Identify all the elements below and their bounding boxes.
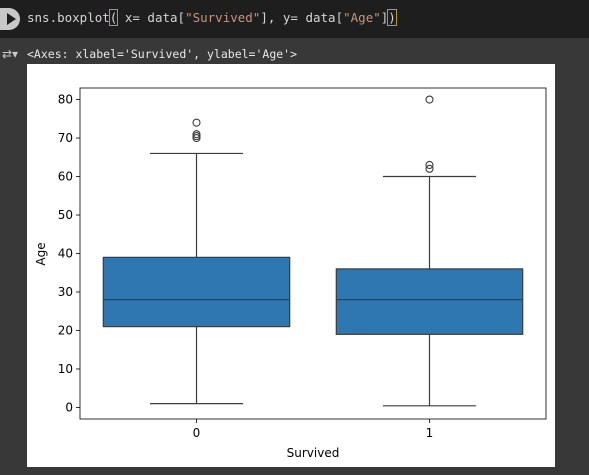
outlier-point: [192, 130, 201, 139]
y-tick-label: 60: [58, 170, 73, 184]
code-token: sns.boxplot: [27, 10, 110, 25]
code-token: ): [387, 9, 397, 26]
x-tick-label: 0: [193, 426, 201, 440]
y-tick-label: 30: [58, 285, 73, 299]
code-editor-line[interactable]: sns.boxplot( x= data["Survived"], y= dat…: [27, 9, 397, 26]
y-axis-label: Age: [34, 242, 48, 265]
code-token: (: [108, 9, 119, 26]
plot-area: [79, 87, 547, 420]
cell-output: ⇄▾ <Axes: xlabel='Survived', ylabel='Age…: [0, 38, 589, 475]
iqr-box: [335, 268, 524, 335]
code-token: "Survived": [185, 10, 261, 25]
y-tick-label: 50: [58, 208, 73, 222]
outlier-point: [192, 118, 201, 127]
iqr-box: [102, 256, 291, 328]
outlier-point: [425, 164, 434, 173]
y-tick-label: 0: [65, 400, 73, 414]
code-token: x= data[: [117, 10, 186, 25]
y-tick-label: 10: [58, 362, 73, 376]
code-token: ]: [380, 10, 389, 25]
y-tick-label: 70: [58, 131, 73, 145]
output-collapse-icon[interactable]: ⇄▾: [1, 47, 19, 61]
code-cell[interactable]: sns.boxplot( x= data["Survived"], y= dat…: [0, 0, 589, 38]
outlier-point: [425, 160, 434, 170]
code-token: "Age": [343, 10, 381, 25]
plot-figure: 0 10 20 30 40 50 60 70 80 0 1 Survived Age: [27, 64, 555, 467]
y-tick-label: 80: [58, 93, 73, 107]
y-tick-label: 40: [58, 247, 73, 261]
x-axis-label: Survived: [287, 446, 340, 460]
code-token: ], y= data[: [260, 10, 344, 25]
y-tick-label: 20: [58, 323, 73, 337]
x-tick-label: 1: [426, 426, 434, 440]
play-icon[interactable]: [0, 8, 20, 30]
output-repr-text: <Axes: xlabel='Survived', ylabel='Age'>: [27, 47, 298, 61]
boxplot-chart: 0 10 20 30 40 50 60 70 80 0 1 Survived Age: [34, 87, 547, 460]
outlier-point: [425, 95, 434, 104]
